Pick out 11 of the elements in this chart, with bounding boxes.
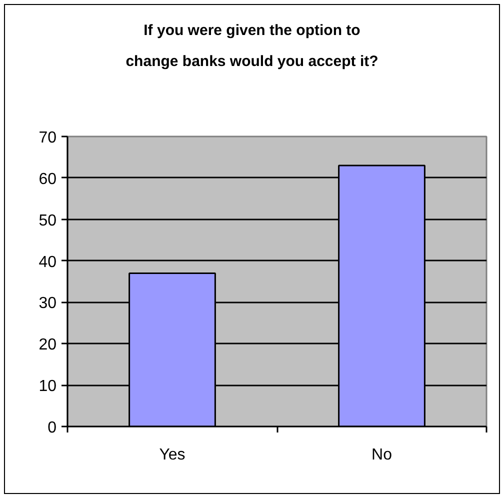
- y-tick-label: 50: [38, 212, 57, 230]
- chart-title: If you were given the option to change banks would you accept it?: [126, 21, 378, 72]
- y-tick-label: 70: [38, 130, 57, 146]
- y-tick-label: 30: [38, 295, 57, 312]
- y-tick-label: 40: [38, 254, 57, 271]
- y-tick-label: 20: [38, 336, 57, 354]
- x-tick-label: No: [372, 446, 392, 464]
- y-tick-label: 60: [38, 170, 57, 188]
- y-tick-label: 10: [38, 378, 57, 396]
- x-tick-label: Yes: [159, 446, 186, 464]
- y-tick-label: 0: [48, 420, 57, 436]
